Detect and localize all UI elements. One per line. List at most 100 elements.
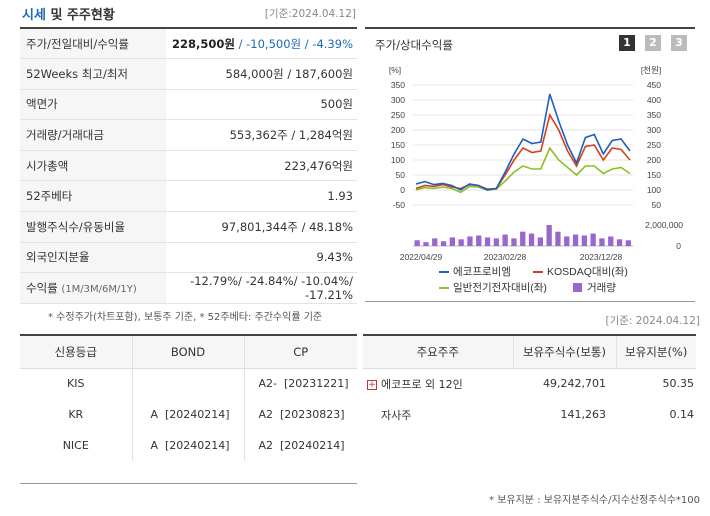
right-axis-unit: [천원] bbox=[641, 65, 661, 75]
summary-note: * 수정주가(차트포함), 보통주 기준, * 52주베타: 주간수익률 기준 bbox=[48, 312, 323, 323]
volume-tick-label: 2,000,000 bbox=[645, 220, 683, 230]
volume-bar bbox=[572, 234, 579, 246]
x-tick-label: 2022/04/29 bbox=[400, 252, 443, 262]
row-label: 수익률 bbox=[26, 281, 58, 296]
volume-bar bbox=[432, 238, 438, 246]
table-row: 발행주식수/유동비율 97,801,344주 / 48.18% bbox=[20, 211, 357, 243]
left-tick-label: 250 bbox=[391, 110, 405, 120]
right-tick-label: 50 bbox=[652, 200, 662, 210]
table-row: + 에코프로 외 12인 49,242,701 50.35 bbox=[363, 368, 696, 399]
table-row: 외국인지분율 9.43% bbox=[20, 242, 357, 274]
right-tick-label: 450 bbox=[647, 80, 661, 90]
volume-bar bbox=[528, 233, 535, 246]
price-change-rate: / -4.39% bbox=[301, 36, 353, 51]
legend-label: 일반전기전자대비(좌) bbox=[453, 281, 547, 294]
volume-bar bbox=[581, 235, 587, 246]
holder-percent: 0.14 bbox=[669, 408, 695, 421]
row-label: 시가총액 bbox=[20, 150, 166, 182]
row-label-sub: (1M/3M/6M/1Y) bbox=[61, 284, 137, 296]
chart-panel: 주가/상대수익률 1 2 3 [%] [천원] 350 300 250 200 150 1… bbox=[365, 27, 695, 302]
holders-as-of-date: [기준: 2024.04.12] bbox=[605, 315, 700, 327]
volume-bar bbox=[511, 238, 517, 246]
credit-agency: KIS bbox=[67, 377, 85, 391]
left-tick-label: 100 bbox=[391, 155, 405, 165]
volume-bar bbox=[484, 237, 491, 246]
volume-bar bbox=[467, 236, 473, 246]
credit-agency: KR bbox=[68, 408, 84, 421]
chart-page-1-button[interactable]: 1 bbox=[619, 35, 635, 51]
bond-rating: A [20240214] bbox=[131, 430, 244, 461]
expand-plus-icon[interactable]: + bbox=[367, 379, 377, 390]
row-label: 주가/전일대비/수익률 bbox=[20, 28, 166, 60]
row-value: 97,801,344주 / 48.18% bbox=[166, 211, 357, 243]
volume-bar bbox=[608, 236, 614, 246]
x-tick-label: 2023/12/28 bbox=[580, 252, 623, 262]
row-value: 9.43% bbox=[166, 242, 357, 274]
row-value: -12.79%/ -24.84%/ -10.04%/ -17.21% bbox=[166, 272, 357, 304]
volume-bar bbox=[537, 237, 543, 246]
volume-bar bbox=[449, 237, 455, 246]
legend-label: KOSDAQ대비(좌) bbox=[547, 266, 628, 278]
holder-name: 에코프로 외 12인 bbox=[381, 377, 463, 391]
volume-bar bbox=[555, 231, 561, 246]
column-header: CP bbox=[243, 335, 357, 369]
holders-note: * 보유지분 : 보유지분주식수/지수산정주식수*100 bbox=[489, 495, 700, 506]
left-tick-label: 150 bbox=[391, 140, 405, 150]
row-value: 584,000원 / 187,600원 bbox=[166, 58, 357, 90]
holder-name: 자사주 bbox=[381, 408, 412, 422]
chart-title: 주가/상대수익률 bbox=[375, 38, 453, 52]
price-summary-table: 주가/전일대비/수익률 228,500원 / -10,500원 / -4.39%… bbox=[20, 27, 357, 304]
table-row: 52주베타 1.93 bbox=[20, 180, 357, 213]
right-tick-label: 350 bbox=[647, 110, 661, 120]
row-value: 1.93 bbox=[166, 180, 357, 213]
holder-shares: 49,242,701 bbox=[543, 377, 606, 391]
left-tick-label: 0 bbox=[400, 185, 405, 195]
left-tick-label: 350 bbox=[391, 80, 405, 90]
legend-swatch bbox=[573, 283, 582, 292]
volume-bar bbox=[616, 239, 623, 246]
series-line bbox=[415, 93, 631, 191]
column-header: 보유지분(%) bbox=[615, 335, 696, 369]
table-row: KR A [20240214] A2 [20230823] bbox=[20, 399, 357, 430]
chart-page-2-button[interactable]: 2 bbox=[645, 35, 661, 51]
series-line bbox=[415, 146, 631, 194]
volume-bar bbox=[423, 242, 429, 246]
table-row: 주가/전일대비/수익률 228,500원 / -10,500원 / -4.39% bbox=[20, 28, 357, 60]
column-header: 주요주주 bbox=[363, 335, 513, 369]
price-change: / -10,500원 bbox=[234, 36, 302, 51]
column-header: 보유주식수(보통) bbox=[512, 335, 616, 369]
right-tick-label: 100 bbox=[647, 185, 661, 195]
bond-rating: A [20240214] bbox=[131, 399, 244, 430]
table-row: 시가총액 223,476억원 bbox=[20, 150, 357, 182]
legend-label: 에코프로비엠 bbox=[453, 266, 511, 278]
credit-rating-table: 신용등급 BOND CP KIS A2- [20231221] KR A [20… bbox=[20, 334, 357, 484]
table-row: 액면가 500원 bbox=[20, 89, 357, 121]
cp-rating: A2- [20231221] bbox=[243, 368, 357, 399]
current-price: 228,500원 bbox=[172, 36, 235, 51]
volume-bar bbox=[564, 236, 570, 246]
cp-rating: A2 [20230823] bbox=[243, 399, 357, 430]
volume-bar bbox=[546, 225, 552, 246]
left-axis-unit: [%] bbox=[389, 65, 401, 75]
volume-bar bbox=[458, 239, 464, 246]
table-row: NICE A [20240214] A2 [20240214] bbox=[20, 430, 357, 461]
column-header: BOND bbox=[131, 335, 244, 369]
chart-page-3-button[interactable]: 3 bbox=[671, 35, 687, 51]
volume-bar bbox=[476, 235, 482, 246]
volume-bar bbox=[440, 241, 447, 246]
volume-bar bbox=[520, 231, 526, 246]
volume-bar bbox=[502, 234, 508, 246]
row-label: 외국인지분율 bbox=[20, 242, 166, 274]
left-tick-label: 50 bbox=[396, 170, 406, 180]
left-tick-label: -50 bbox=[393, 200, 406, 210]
series-line bbox=[415, 112, 631, 190]
volume-bar bbox=[599, 238, 605, 246]
volume-bar bbox=[493, 238, 499, 246]
row-label: 발행주식수/유동비율 bbox=[20, 211, 166, 243]
row-label: 52Weeks 최고/최저 bbox=[20, 58, 166, 90]
table-row: 52Weeks 최고/최저 584,000원 / 187,600원 bbox=[20, 58, 357, 90]
right-tick-label: 150 bbox=[647, 170, 661, 180]
holder-percent: 50.35 bbox=[662, 377, 695, 391]
cp-rating: A2 [20240214] bbox=[243, 430, 357, 461]
holder-shares: 141,263 bbox=[560, 408, 607, 421]
